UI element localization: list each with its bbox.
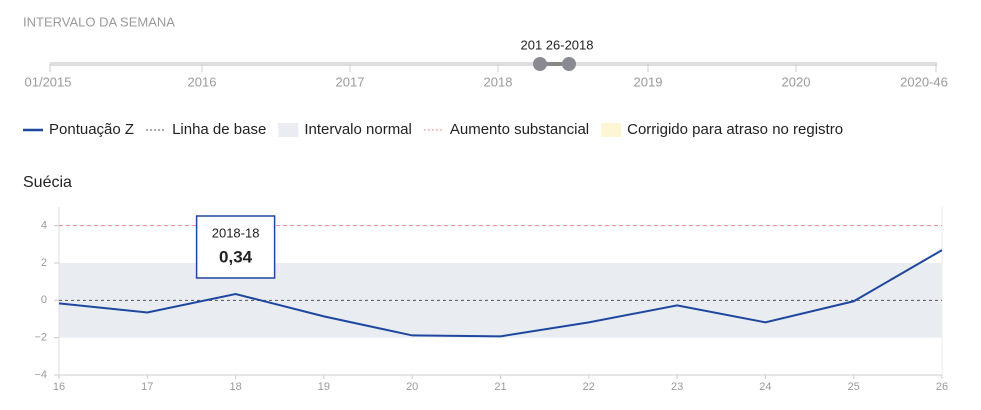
slider-selection: 201 26-2018 bbox=[520, 37, 593, 52]
tooltip-value: 0,34 bbox=[219, 247, 253, 266]
x-tick-label: 24 bbox=[759, 381, 771, 393]
x-tick-label: 26 bbox=[936, 381, 948, 393]
x-tick-label: 19 bbox=[318, 381, 330, 393]
slider-tick-label: 01/2015 bbox=[25, 74, 72, 89]
legend-label: Aumento substancial bbox=[450, 121, 589, 138]
slider-tick-label: 2019 bbox=[634, 74, 663, 89]
x-tick-label: 20 bbox=[406, 381, 418, 393]
slider-tick-label: 2017 bbox=[336, 74, 365, 89]
series-line bbox=[58, 249, 943, 338]
slider-handle[interactable] bbox=[533, 57, 547, 71]
y-tick-label: 4 bbox=[41, 220, 47, 232]
legend-label: Intervalo normal bbox=[304, 121, 412, 138]
legend-swatch bbox=[278, 123, 299, 137]
legend-swatch bbox=[601, 123, 622, 137]
x-tick-label: 18 bbox=[229, 381, 241, 393]
tooltip-box bbox=[195, 215, 276, 279]
slider-tick-label: 2016 bbox=[188, 74, 217, 89]
chart-title: Suécia bbox=[23, 174, 72, 191]
y-tick-label: −2 bbox=[34, 332, 47, 344]
x-tick-label: 23 bbox=[671, 381, 683, 393]
slider-tick-label: 2018 bbox=[484, 74, 513, 89]
x-tick-label: 16 bbox=[53, 381, 65, 393]
tooltip-x: 2018-18 bbox=[212, 225, 260, 240]
legend-label: Corrigido para atraso no registro bbox=[627, 121, 843, 138]
x-tick-label: 22 bbox=[583, 381, 595, 393]
legend-label: Pontuação Z bbox=[49, 121, 134, 138]
legend-label: Linha de base bbox=[172, 121, 266, 138]
slider-tick-label: 2020 bbox=[782, 74, 811, 89]
slider-handle[interactable] bbox=[562, 57, 576, 71]
slider-label: INTERVALO DA SEMANA bbox=[23, 14, 175, 29]
slider-tick-label: 2020-46 bbox=[900, 74, 948, 89]
x-tick-label: 17 bbox=[141, 381, 153, 393]
y-tick-label: 2 bbox=[41, 257, 47, 269]
y-tick-label: 0 bbox=[41, 294, 47, 306]
x-tick-label: 21 bbox=[494, 381, 506, 393]
y-tick-label: −4 bbox=[34, 369, 47, 381]
x-tick-label: 25 bbox=[848, 381, 860, 393]
